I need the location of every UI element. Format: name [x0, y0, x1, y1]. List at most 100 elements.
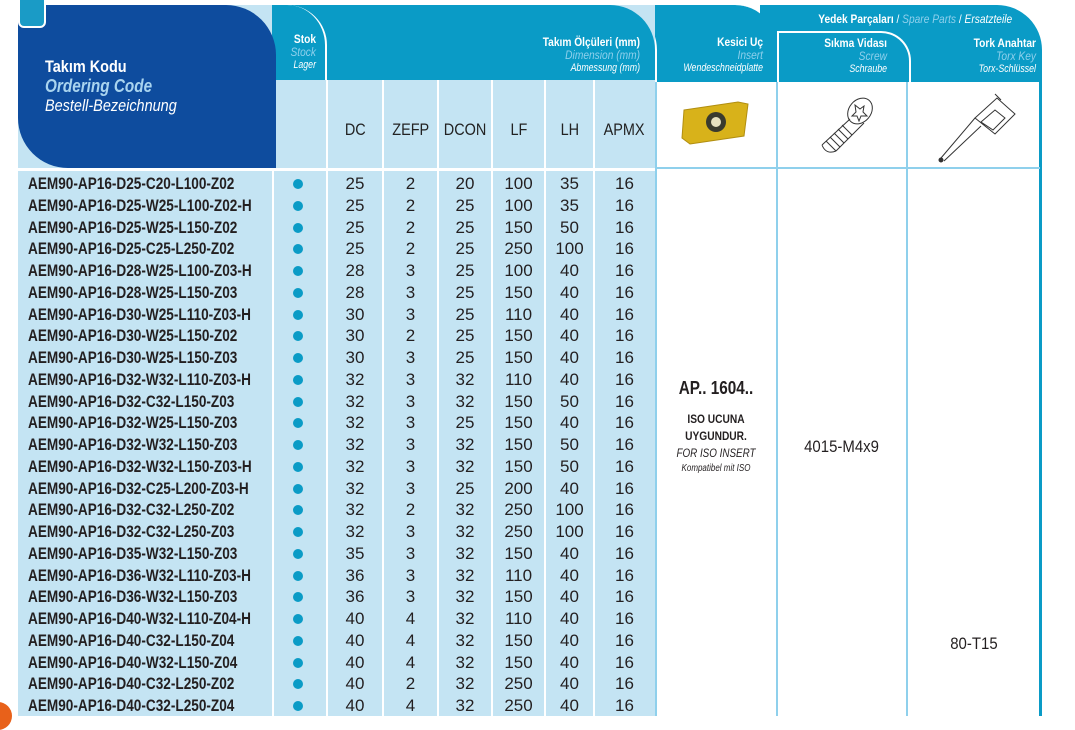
screw-tr: Sıkma Vidası — [824, 36, 887, 50]
table-row: AEM90-AP16-D32-C32-L150-Z03 32 3 32 150 50 16 — [18, 391, 658, 413]
cell-lh: 50 — [560, 217, 579, 237]
ordering-code: AEM90-AP16-D28-W25-L150-Z03 — [28, 282, 238, 302]
stock-dot-icon — [293, 527, 303, 537]
insert-note-de: Kompatibel mit ISO — [681, 463, 751, 474]
insert-tr: Kesici Uç — [717, 35, 763, 49]
table-row: AEM90-AP16-D32-C32-L250-Z02 32 2 32 250 100 16 — [18, 499, 658, 521]
table-row: AEM90-AP16-D25-W25-L100-Z02-H 25 2 25 100 35 1… — [18, 195, 658, 217]
cell-lh: 40 — [560, 326, 579, 346]
ordering-code: AEM90-AP16-D32-C32-L250-Z02 — [28, 500, 235, 520]
table-row: AEM90-AP16-D25-W25-L150-Z02 25 2 25 150 50 16 — [18, 217, 658, 239]
col-lh: LH — [560, 120, 579, 139]
ordering-code: AEM90-AP16-D32-C32-L150-Z03 — [28, 391, 235, 411]
cell-zefp: 3 — [405, 522, 416, 541]
screw-value: 4015-M4x9 — [804, 437, 880, 456]
cell-lf: 100 — [504, 261, 533, 280]
cell-zefp: 3 — [405, 282, 416, 302]
ordering-code: AEM90-AP16-D40-C32-L150-Z04 — [28, 630, 235, 650]
ordering-code: AEM90-AP16-D32-W32-L110-Z03-H — [28, 369, 251, 389]
insert-header: Kesici Uç Insert Wendeschneidplatte — [660, 36, 763, 75]
key-header: Tork Anahtar Torx Key Torx-Schlüssel — [910, 37, 1036, 76]
divider — [18, 168, 655, 171]
cell-apmx: 16 — [615, 435, 634, 454]
code-title-de: Bestell-Bezeichnung — [45, 96, 177, 115]
stock-dot-icon — [293, 570, 303, 581]
cell-apmx: 16 — [615, 522, 634, 541]
table-row: AEM90-AP16-D25-C25-L250-Z02 25 2 25 250 100 16 — [18, 238, 658, 260]
ordering-code: AEM90-AP16-D32-W32-L150-Z03 — [28, 435, 238, 454]
cell-dc: 40 — [345, 674, 365, 694]
cell-lh: 40 — [560, 674, 579, 694]
cell-dc: 36 — [345, 587, 365, 607]
cell-dcon: 32 — [455, 565, 475, 585]
table-row: AEM90-AP16-D32-C32-L250-Z03 32 3 32 250 100 16 — [18, 521, 658, 543]
stock-dot-icon — [293, 287, 303, 298]
insert-note-tr1: ISO UCUNA — [687, 412, 745, 426]
cell-apmx: 16 — [615, 587, 634, 607]
divider — [491, 80, 493, 716]
key-en: Torx Key — [996, 49, 1036, 63]
cell-zefp: 2 — [405, 174, 416, 193]
table-row: AEM90-AP16-D30-W25-L150-Z02 30 2 25 150 40 16 — [18, 325, 658, 347]
cell-lh: 40 — [560, 652, 579, 672]
cell-zefp: 3 — [405, 478, 416, 498]
table-row: AEM90-AP16-D30-W25-L150-Z03 30 3 25 150 40 16 — [18, 347, 658, 369]
screw-de: Schraube — [849, 63, 887, 75]
cell-lh: 40 — [560, 304, 579, 324]
cell-lh: 50 — [560, 391, 579, 411]
dims-de: Abmessung (mm) — [570, 62, 640, 74]
dimensions-header: Takım Ölçüleri (mm) Dimension (mm) Abmes… — [330, 36, 640, 75]
cell-dc: 40 — [345, 652, 365, 672]
cell-zefp: 2 — [405, 500, 416, 520]
stock-dot-icon — [293, 244, 303, 255]
cell-dcon: 32 — [455, 369, 475, 389]
table-row: AEM90-AP16-D40-C32-L250-Z02 40 2 32 250 40 16 — [18, 673, 658, 695]
stock-dot-icon — [293, 701, 303, 711]
cell-zefp: 2 — [405, 326, 416, 346]
divider — [382, 80, 384, 716]
cell-lh: 40 — [560, 261, 579, 280]
sep: / — [893, 12, 902, 26]
cell-dc: 32 — [345, 369, 365, 389]
dims-tr: Takım Ölçüleri (mm) — [542, 35, 640, 49]
table-row: AEM90-AP16-D40-C32-L250-Z04 40 4 32 250 40 16 — [18, 695, 658, 717]
cell-dcon: 25 — [455, 413, 475, 433]
stock-dot-icon — [293, 657, 303, 668]
cell-lh: 100 — [555, 239, 584, 259]
ordering-code: AEM90-AP16-D25-W25-L150-Z02 — [28, 217, 238, 237]
cell-lf: 150 — [504, 587, 533, 607]
ordering-code: AEM90-AP16-D40-C32-L250-Z04 — [28, 696, 235, 715]
cell-zefp: 3 — [405, 261, 416, 280]
cell-lf: 110 — [504, 565, 533, 585]
cell-lf: 110 — [504, 609, 533, 628]
insert-info: AP.. 1604.. ISO UCUNA UYGUNDUR. FOR ISO … — [655, 378, 777, 476]
divider — [272, 80, 274, 716]
stock-dot-icon — [293, 679, 303, 690]
cell-dc: 40 — [345, 630, 365, 650]
cell-lh: 40 — [560, 609, 579, 628]
cell-lh: 40 — [560, 587, 579, 607]
cell-lh: 40 — [560, 565, 579, 585]
cell-lh: 40 — [560, 543, 579, 563]
cell-lf: 250 — [504, 522, 533, 541]
cell-lf: 200 — [504, 478, 533, 498]
cell-apmx: 16 — [615, 239, 634, 259]
sep: / — [955, 12, 965, 26]
cell-lf: 150 — [504, 413, 533, 433]
cell-lh: 50 — [560, 435, 579, 454]
stock-tr: Stok — [293, 32, 316, 46]
cell-dcon: 32 — [455, 696, 475, 715]
cell-zefp: 4 — [405, 630, 416, 650]
ordering-code: AEM90-AP16-D40-W32-L150-Z04 — [28, 652, 238, 672]
cell-dcon: 32 — [455, 500, 475, 520]
cell-apmx: 16 — [615, 456, 634, 476]
divider — [593, 80, 595, 716]
cell-dc: 25 — [345, 174, 365, 193]
divider — [437, 80, 439, 716]
cell-dcon: 32 — [455, 609, 475, 628]
cell-dc: 32 — [345, 456, 365, 476]
key-de: Torx-Schlüssel — [978, 63, 1036, 75]
cell-zefp: 3 — [405, 543, 416, 563]
cell-dcon: 32 — [455, 674, 475, 694]
screw-en: Screw — [858, 49, 887, 63]
